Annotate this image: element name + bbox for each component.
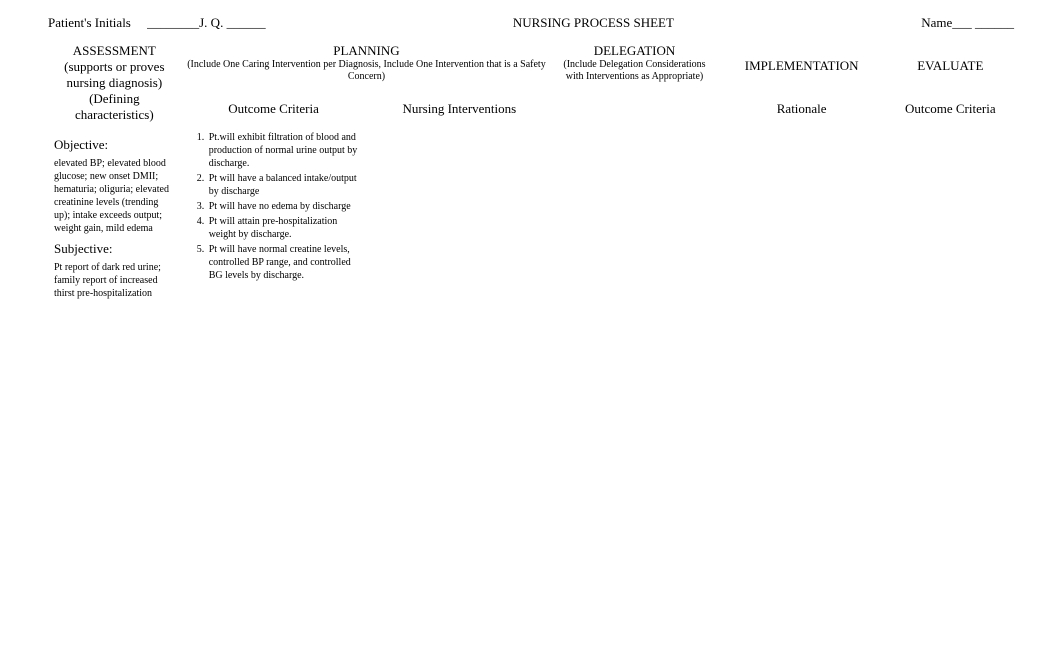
delegation-title: DELEGATION [558,43,711,59]
nursing-interventions-header: Nursing Interventions [366,93,552,127]
rationale-header: Rationale [717,93,887,127]
nursing-process-table: ASSESSMENT (supports or proves nursing d… [48,39,1014,304]
subjective-text: Pt report of dark red urine; family repo… [54,261,175,300]
assessment-title: ASSESSMENT [54,43,175,59]
evaluate-header: EVALUATE [887,39,1014,93]
assessment-sub1: (supports or proves nursing diagnosis) [54,59,175,91]
subjective-label: Subjective: [54,241,175,257]
document-header: Patient's Initials ________J. Q. ______ … [48,15,1014,31]
content-row: Objective: elevated BP; elevated blood g… [48,127,1014,304]
evaluate-title: EVALUATE [893,58,1008,74]
assessment-cell: Objective: elevated BP; elevated blood g… [48,127,181,304]
header-row-1: ASSESSMENT (supports or proves nursing d… [48,39,1014,93]
implementation-title: IMPLEMENTATION [723,58,881,74]
outcome-item-2: Pt will have a balanced intake/output by… [207,172,361,198]
outcome-list: Pt.will exhibit filtration of blood and … [187,131,361,282]
assessment-sub2: (Defining characteristics) [54,91,175,123]
outcome-item-5: Pt will have normal creatine levels, con… [207,243,361,282]
planning-header: PLANNING (Include One Caring Interventio… [181,39,553,93]
objective-text: elevated BP; elevated blood glucose; new… [54,157,175,235]
outcome-item-1: Pt.will exhibit filtration of blood and … [207,131,361,170]
rationale-cell [717,127,887,304]
planning-subtitle: (Include One Caring Intervention per Dia… [187,59,547,83]
patient-blank: ________J. Q. ______ [147,15,265,30]
interventions-cell [366,127,552,304]
delegation-cell [552,127,717,304]
document-title: NURSING PROCESS SHEET [266,15,922,31]
patient-label: Patient's Initials [48,15,131,30]
implementation-header: IMPLEMENTATION [717,39,887,93]
header-row-2: Outcome Criteria Nursing Interventions R… [48,93,1014,127]
planning-title: PLANNING [187,43,547,59]
objective-label: Objective: [54,137,175,153]
assessment-header: ASSESSMENT (supports or proves nursing d… [48,39,181,127]
outcome-criteria-header: Outcome Criteria [181,93,367,127]
outcome-criteria-cell: Pt.will exhibit filtration of blood and … [181,127,367,304]
delegation-header: DELEGATION (Include Delegation Considera… [552,39,717,127]
eval-outcome-cell [887,127,1014,304]
eval-outcome-header: Outcome Criteria [887,93,1014,127]
patient-initials: Patient's Initials ________J. Q. ______ [48,15,266,31]
outcome-item-4: Pt will attain pre-hospitalization weigh… [207,215,361,241]
name-field: Name___ ______ [921,15,1014,31]
delegation-subtitle: (Include Delegation Considerations with … [558,59,711,83]
outcome-item-3: Pt will have no edema by discharge [207,200,361,213]
